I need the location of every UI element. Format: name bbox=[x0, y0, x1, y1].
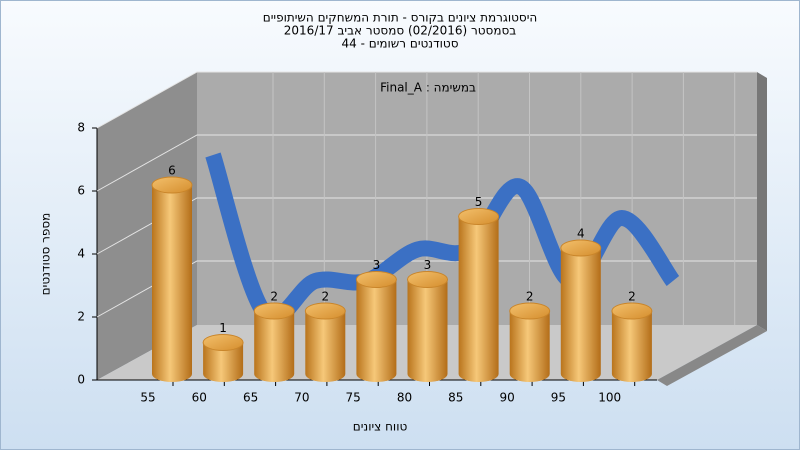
data-label: 5 bbox=[475, 195, 483, 209]
x-tick-label: 80 bbox=[397, 391, 412, 405]
x-tick-label: 65 bbox=[243, 391, 258, 405]
y-tick-label: 8 bbox=[77, 121, 85, 135]
bar-top bbox=[509, 302, 551, 320]
grid-line bbox=[96, 134, 757, 192]
bar-top bbox=[611, 302, 653, 320]
y-axis-title: מספר סטודנטים bbox=[39, 213, 53, 296]
x-axis-title: טווח ציונים bbox=[353, 420, 408, 434]
bar bbox=[560, 248, 601, 382]
data-label: 1 bbox=[219, 321, 227, 335]
data-label: 2 bbox=[526, 290, 534, 304]
x-tick-label: 95 bbox=[551, 391, 566, 405]
x-tick-label: 85 bbox=[448, 391, 463, 405]
bar-top bbox=[560, 239, 602, 257]
bar bbox=[509, 311, 550, 382]
back-wall-edge bbox=[757, 72, 767, 331]
x-tick-label: 70 bbox=[294, 391, 309, 405]
annotation: במשימה : Final_A bbox=[380, 81, 476, 95]
data-label: 2 bbox=[628, 290, 636, 304]
data-label: 3 bbox=[424, 258, 432, 272]
data-label: 4 bbox=[577, 227, 585, 241]
x-tick-label: 100 bbox=[598, 391, 621, 405]
bar-top bbox=[202, 334, 244, 351]
bar bbox=[611, 311, 652, 382]
y-tick-label: 6 bbox=[77, 184, 85, 198]
data-label: 2 bbox=[270, 290, 278, 304]
bar bbox=[356, 279, 397, 382]
y-tick-label: 2 bbox=[77, 310, 85, 324]
bar-top bbox=[407, 271, 448, 288]
bar-top bbox=[355, 271, 397, 288]
floor-edge bbox=[657, 325, 767, 386]
y-tick-label: 4 bbox=[77, 247, 85, 261]
x-tick-label: 75 bbox=[346, 391, 361, 405]
chart-title: סטודנטים רשומים - 44 bbox=[341, 37, 458, 51]
bar bbox=[203, 342, 244, 382]
y-tick-label: 0 bbox=[77, 373, 85, 387]
bar bbox=[458, 216, 499, 382]
data-label: 2 bbox=[321, 290, 329, 304]
x-tick-label: 60 bbox=[192, 391, 207, 405]
bar bbox=[152, 185, 192, 382]
data-label: 3 bbox=[373, 258, 381, 272]
bar bbox=[407, 279, 448, 382]
chart-title: היסטוגרמת ציונים בקורס - תורת המשחקים הש… bbox=[263, 11, 537, 25]
x-tick-label: 90 bbox=[499, 391, 514, 405]
bar-top bbox=[458, 208, 500, 225]
grid-line bbox=[96, 197, 757, 255]
x-tick-label: 55 bbox=[140, 391, 155, 405]
chart-title: בסמסטר (02/2016) סמסטר אביב 2016/17 bbox=[284, 24, 516, 38]
data-label: 6 bbox=[168, 164, 176, 178]
bar-top bbox=[253, 302, 295, 320]
bar bbox=[305, 311, 346, 382]
grid-line bbox=[96, 71, 757, 129]
bar-top bbox=[304, 302, 346, 320]
bar-top bbox=[151, 176, 193, 194]
bar bbox=[254, 311, 295, 382]
